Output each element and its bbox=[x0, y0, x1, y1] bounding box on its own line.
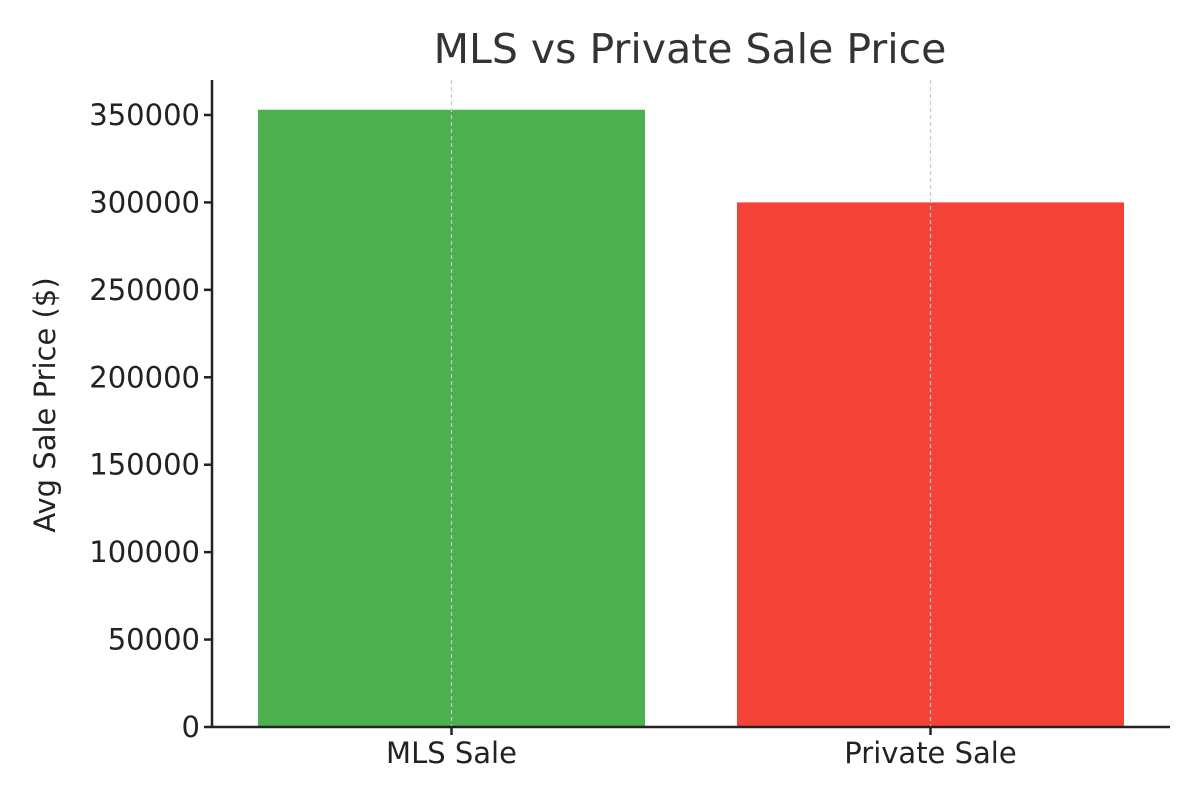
y-tick-label: 100000 bbox=[89, 535, 200, 569]
y-tick-label: 0 bbox=[182, 710, 200, 744]
grid-lines bbox=[450, 80, 932, 727]
bars-group bbox=[258, 109, 1124, 728]
y-tick-label: 250000 bbox=[89, 273, 200, 307]
y-tick-label: 150000 bbox=[89, 448, 200, 482]
y-tick-label: 50000 bbox=[108, 623, 200, 657]
y-tick-label: 350000 bbox=[89, 98, 200, 132]
y-tick-label: 300000 bbox=[89, 185, 200, 219]
x-tick-label: Private Sale bbox=[844, 736, 1016, 770]
y-axis-ticks: 0 50000 100000 150000 200000 250000 300000 3500… bbox=[89, 98, 212, 744]
x-tick-label: MLS Sale bbox=[386, 736, 517, 770]
x-axis-ticks: MLS Sale Private Sale bbox=[386, 727, 1017, 770]
y-tick-label: 200000 bbox=[89, 360, 200, 394]
chart-title: MLS vs Private Sale Price bbox=[434, 25, 947, 73]
bar-private-sale bbox=[737, 202, 1124, 728]
y-axis-label: Avg Sale Price ($) bbox=[28, 277, 62, 532]
